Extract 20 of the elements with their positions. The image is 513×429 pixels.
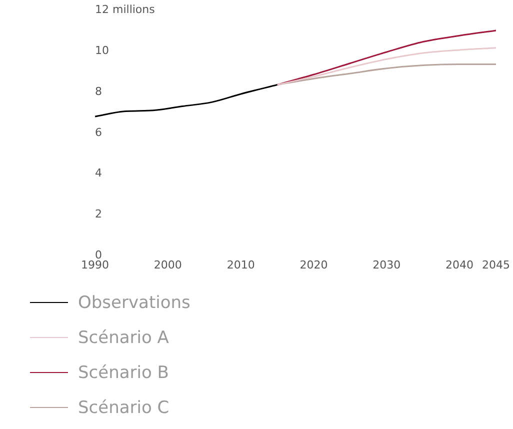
legend-label: Observations xyxy=(78,292,190,312)
y-tick-label: 8 xyxy=(95,84,102,98)
x-tick-label: 2000 xyxy=(154,258,182,272)
y-tick-label: 4 xyxy=(95,166,102,180)
y-tick-label: 2 xyxy=(95,208,102,221)
line-series xyxy=(276,47,496,86)
x-tick-label: 2040 xyxy=(446,258,474,272)
x-tick-label: 2010 xyxy=(226,258,255,272)
line-series xyxy=(276,30,496,86)
y-tick-label: 10 xyxy=(95,44,109,57)
legend-label: Scénario B xyxy=(78,362,169,382)
x-tick-label: 2020 xyxy=(300,258,328,272)
x-tick-label: 2045 xyxy=(482,258,510,272)
legend-label: Scénario C xyxy=(78,398,170,418)
y-tick-label: 12 millions xyxy=(95,2,156,16)
legend-label: Scénario A xyxy=(78,328,169,348)
line-series xyxy=(95,84,278,118)
y-tick-label: 6 xyxy=(95,126,102,139)
x-tick-label: 2030 xyxy=(372,258,401,272)
line-series xyxy=(276,64,496,86)
